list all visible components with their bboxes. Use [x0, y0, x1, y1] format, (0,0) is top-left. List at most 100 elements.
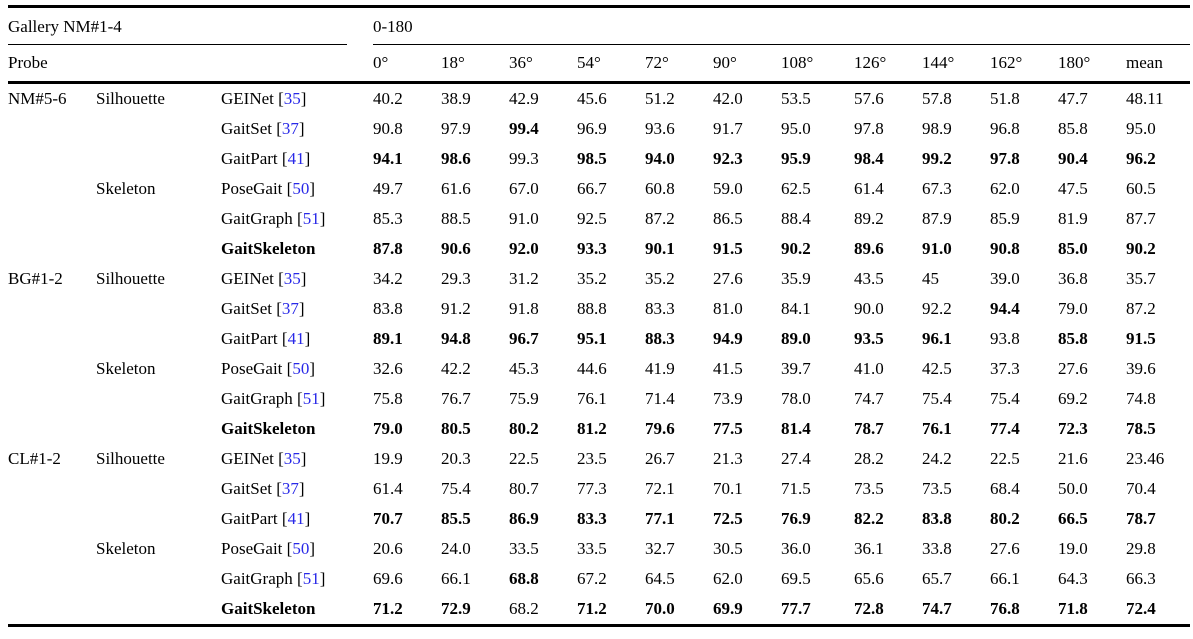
value-cell: 92.5 — [577, 209, 607, 228]
value-cell: 95.9 — [781, 149, 811, 168]
value-cell: 35.2 — [577, 269, 607, 288]
probe-cell — [8, 204, 96, 234]
value-cell: 87.2 — [1126, 299, 1156, 318]
value-cell: 91.0 — [922, 239, 952, 258]
value-cell: 72.9 — [441, 594, 510, 627]
value-cell: 81.4 — [781, 419, 811, 438]
citation-number[interactable]: 37 — [281, 479, 299, 498]
value-cell: 74.8 — [1126, 389, 1156, 408]
table-row: Skeleton PoseGait [50] 49.7 61.6 67.0 66.7 60.… — [8, 174, 1190, 204]
value-cell: 91.5 — [1126, 329, 1156, 348]
value-cell: 92.3 — [713, 149, 743, 168]
citation-number[interactable]: 41 — [287, 149, 305, 168]
value-cell: 97.9 — [441, 119, 471, 138]
value-cell: 75.4 — [922, 389, 952, 408]
value-cell: 62.0 — [713, 569, 743, 588]
value-cell: 95.0 — [1126, 119, 1156, 138]
modality-cell — [96, 474, 221, 504]
value-cell: 71.2 — [577, 594, 646, 627]
citation-link[interactable]: [41] — [277, 509, 311, 528]
citation-link[interactable]: [51] — [292, 389, 326, 408]
value-cell: 67.2 — [577, 569, 607, 588]
citation-link[interactable]: [50] — [282, 179, 315, 198]
table-row: Skeleton PoseGait [50] 20.6 24.0 33.5 33.5 32.… — [8, 534, 1190, 564]
citation-number[interactable]: 50 — [292, 539, 310, 558]
value-cell: 82.2 — [854, 509, 884, 528]
citation-link[interactable]: [35] — [273, 89, 307, 108]
citation-number[interactable]: 37 — [281, 299, 299, 318]
method-label: GaitGraph — [221, 209, 293, 228]
value-cell: 78.5 — [1126, 419, 1156, 438]
citation-link[interactable]: [35] — [273, 449, 307, 468]
citation-link[interactable]: [37] — [272, 299, 305, 318]
value-cell: 97.8 — [990, 149, 1020, 168]
value-cell: 22.5 — [509, 449, 539, 468]
value-cell: 71.2 — [373, 594, 442, 627]
table-row: CL#1-2 Silhouette GEINet [35] 19.9 20.3 22.5 2… — [8, 444, 1190, 474]
value-cell: 61.4 — [854, 179, 884, 198]
value-cell: 79.6 — [645, 419, 675, 438]
value-cell: 72.5 — [713, 509, 743, 528]
citation-link[interactable]: [41] — [277, 149, 311, 168]
probe-cell: CL#1-2 — [8, 449, 61, 468]
value-cell: 73.5 — [922, 479, 952, 498]
gait-results-table: Gallery NM#1-4 0-180 Probe 0° 18° 36° 54° 72… — [8, 5, 1191, 627]
method-cell: GaitPart [41] — [221, 144, 373, 174]
value-cell: 83.8 — [373, 299, 403, 318]
citation-link[interactable]: [41] — [277, 329, 311, 348]
citation-link[interactable]: [51] — [292, 209, 326, 228]
citation-number[interactable]: 50 — [292, 179, 310, 198]
table-row: Skeleton PoseGait [50] 32.6 42.2 45.3 44.6 41.… — [8, 354, 1190, 384]
citation-number[interactable]: 51 — [302, 209, 320, 228]
citation-number[interactable]: 35 — [283, 89, 301, 108]
method-cell: GaitPart [41] — [221, 504, 373, 534]
value-cell: 93.8 — [990, 329, 1020, 348]
citation-number[interactable]: 37 — [281, 119, 299, 138]
probe-cell — [8, 594, 96, 627]
citation-number[interactable]: 51 — [302, 389, 320, 408]
value-cell: 74.7 — [854, 389, 884, 408]
value-cell: 32.7 — [645, 539, 675, 558]
method-label: GaitSet — [221, 299, 272, 318]
citation-number[interactable]: 51 — [302, 569, 320, 588]
value-cell: 42.2 — [441, 359, 471, 378]
citation-link[interactable]: [51] — [292, 569, 326, 588]
citation-link[interactable]: [37] — [272, 119, 305, 138]
value-cell: 34.2 — [373, 269, 403, 288]
value-cell: 84.1 — [781, 299, 811, 318]
citation-link[interactable]: [37] — [272, 479, 305, 498]
value-cell: 77.4 — [990, 419, 1020, 438]
method-label: GaitGraph — [221, 389, 293, 408]
citation-number[interactable]: 41 — [287, 329, 305, 348]
value-cell: 98.5 — [577, 149, 607, 168]
value-cell: 79.0 — [1058, 299, 1088, 318]
value-cell: 23.5 — [577, 449, 607, 468]
citation-link[interactable]: [35] — [273, 269, 307, 288]
value-cell: 90.8 — [990, 239, 1020, 258]
value-cell: 91.5 — [713, 239, 743, 258]
value-cell: 69.6 — [373, 569, 403, 588]
value-cell: 28.2 — [854, 449, 884, 468]
value-cell: 42.5 — [922, 359, 952, 378]
value-cell: 78.7 — [1126, 509, 1156, 528]
citation-number[interactable]: 35 — [283, 449, 301, 468]
value-cell: 57.8 — [922, 89, 952, 108]
citation-number[interactable]: 41 — [287, 509, 305, 528]
modality-cell — [96, 414, 221, 444]
citation-number[interactable]: 35 — [283, 269, 301, 288]
value-cell: 88.8 — [577, 299, 607, 318]
method-cell: GEINet [35] — [221, 444, 373, 474]
value-cell: 85.0 — [1058, 239, 1088, 258]
citation-link[interactable]: [50] — [282, 359, 315, 378]
modality-cell — [96, 234, 221, 264]
value-cell: 69.5 — [781, 569, 811, 588]
value-cell: 51.8 — [990, 89, 1020, 108]
value-cell: 39.6 — [1126, 359, 1156, 378]
value-cell: 67.0 — [509, 179, 539, 198]
value-cell: 27.4 — [781, 449, 811, 468]
citation-link[interactable]: [50] — [282, 539, 315, 558]
citation-number[interactable]: 50 — [292, 359, 310, 378]
value-cell: 61.4 — [373, 479, 403, 498]
angle-header-cell: 72° — [645, 45, 714, 84]
value-cell: 75.9 — [509, 389, 539, 408]
